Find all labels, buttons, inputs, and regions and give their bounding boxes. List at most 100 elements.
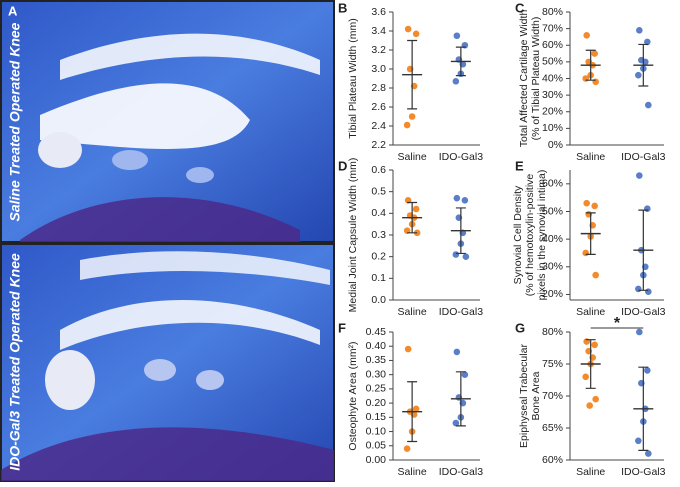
data-point bbox=[645, 450, 652, 457]
significance-star: * bbox=[614, 315, 621, 332]
y-tick-label: 50% bbox=[542, 56, 563, 68]
data-point bbox=[403, 445, 411, 452]
y-tick-label: 0.5 bbox=[371, 185, 386, 197]
y-tick-label: 2.6 bbox=[371, 101, 386, 113]
x-tick-label: IDO-Gal3 bbox=[621, 466, 666, 478]
y-tick-label: 30% bbox=[542, 89, 563, 101]
y-tick-label: 0.35 bbox=[366, 354, 387, 366]
panel-label: G bbox=[515, 320, 525, 335]
panel-label: B bbox=[338, 0, 347, 15]
data-point bbox=[452, 78, 460, 85]
y-tick-label: 50% bbox=[542, 205, 563, 217]
y-tick-label: 60% bbox=[542, 178, 563, 190]
y-tick-label: 0.30 bbox=[366, 368, 387, 380]
data-point bbox=[582, 249, 589, 257]
x-tick-label: IDO-Gal3 bbox=[439, 306, 484, 318]
data-point bbox=[582, 75, 589, 82]
data-point bbox=[453, 194, 461, 202]
data-point bbox=[636, 172, 643, 179]
y-tick-label: 2.2 bbox=[371, 139, 386, 151]
y-tick-label: 0.45 bbox=[366, 326, 387, 338]
data-point bbox=[592, 395, 599, 403]
data-point bbox=[583, 31, 590, 39]
data-point bbox=[644, 38, 651, 46]
x-tick-label: Saline bbox=[576, 306, 605, 318]
y-axis-title: Osteophyte Area (mm²) bbox=[347, 341, 359, 450]
y-tick-label: 10% bbox=[542, 122, 563, 134]
y-tick-label: 80% bbox=[542, 326, 563, 338]
data-point bbox=[644, 367, 651, 374]
y-tick-label: 0.0 bbox=[371, 294, 386, 306]
y-tick-label: 60% bbox=[542, 39, 563, 51]
data-point bbox=[644, 205, 651, 213]
y-axis-title: (% of Tibial Plateau Width) bbox=[530, 17, 542, 141]
y-axis-title: pixels in the synovial intima) bbox=[536, 170, 548, 301]
data-point bbox=[635, 71, 642, 79]
y-tick-label: 30% bbox=[542, 261, 563, 273]
data-point bbox=[404, 345, 412, 353]
data-point bbox=[408, 113, 416, 120]
y-axis-title: Tibial Plateau Width (mm) bbox=[347, 18, 359, 138]
y-tick-label: 0.10 bbox=[366, 425, 387, 437]
x-tick-label: Saline bbox=[398, 151, 427, 163]
data-point bbox=[412, 205, 420, 213]
image-caption: IDO-Gal3 Treated Operated Knee bbox=[7, 253, 23, 471]
y-tick-label: 0.4 bbox=[371, 207, 386, 219]
y-tick-label: 60% bbox=[542, 454, 563, 466]
panel-label: E bbox=[515, 158, 524, 173]
y-axis-title: Medial Joint Capsule Width (mm) bbox=[347, 158, 359, 313]
x-tick-label: Saline bbox=[576, 151, 605, 163]
y-tick-label: 2.8 bbox=[371, 82, 386, 94]
y-axis-title: (% of hemotoxylin-positive bbox=[524, 174, 536, 297]
data-point bbox=[452, 251, 460, 258]
y-tick-label: 40% bbox=[542, 233, 563, 245]
y-tick-label: 0.3 bbox=[371, 229, 386, 241]
data-point bbox=[591, 341, 598, 349]
y-tick-label: 70% bbox=[542, 390, 563, 402]
data-point bbox=[592, 271, 599, 279]
data-point bbox=[403, 121, 411, 129]
x-tick-label: IDO-Gal3 bbox=[621, 306, 666, 318]
y-tick-label: 2.4 bbox=[371, 120, 386, 132]
data-point bbox=[412, 30, 420, 38]
y-tick-label: 0.25 bbox=[366, 383, 387, 395]
panel-label: C bbox=[515, 0, 525, 15]
data-point bbox=[591, 50, 598, 57]
y-tick-label: 80% bbox=[542, 6, 563, 18]
y-tick-label: 3.4 bbox=[371, 25, 386, 37]
y-axis-title: Epiphyseal Trabecular bbox=[518, 344, 530, 448]
data-point bbox=[591, 202, 598, 210]
data-point bbox=[592, 78, 599, 86]
y-tick-label: 0.05 bbox=[366, 440, 387, 452]
y-tick-label: 0.2 bbox=[371, 250, 386, 262]
data-point bbox=[645, 288, 652, 296]
data-point bbox=[452, 419, 460, 427]
y-axis-title: Synovial Cell Density bbox=[512, 185, 524, 284]
x-tick-label: IDO-Gal3 bbox=[439, 151, 484, 163]
data-point bbox=[645, 101, 652, 109]
y-tick-label: 40% bbox=[542, 72, 563, 84]
data-point bbox=[586, 402, 593, 409]
y-tick-label: 0.6 bbox=[371, 164, 386, 176]
y-tick-label: 3.2 bbox=[371, 44, 386, 56]
y-tick-label: 0.1 bbox=[371, 272, 386, 284]
y-axis-title: Total Affected Cartilage Width bbox=[518, 10, 530, 148]
image-caption: Saline Treated Operated Knee bbox=[7, 22, 23, 221]
x-tick-label: IDO-Gal3 bbox=[439, 466, 484, 478]
x-tick-label: IDO-Gal3 bbox=[621, 151, 666, 163]
y-tick-label: 75% bbox=[542, 358, 563, 370]
y-tick-label: 0.20 bbox=[366, 397, 387, 409]
data-point bbox=[462, 253, 470, 260]
y-tick-label: 3.6 bbox=[371, 6, 386, 18]
x-tick-label: Saline bbox=[576, 466, 605, 478]
data-point bbox=[635, 437, 642, 445]
data-point bbox=[404, 25, 412, 33]
y-tick-label: 0.00 bbox=[366, 454, 387, 466]
data-point bbox=[412, 405, 420, 413]
y-tick-label: 20% bbox=[542, 106, 563, 118]
y-tick-label: 0% bbox=[548, 139, 563, 151]
data-point bbox=[583, 199, 590, 207]
y-tick-label: 0.15 bbox=[366, 411, 387, 423]
